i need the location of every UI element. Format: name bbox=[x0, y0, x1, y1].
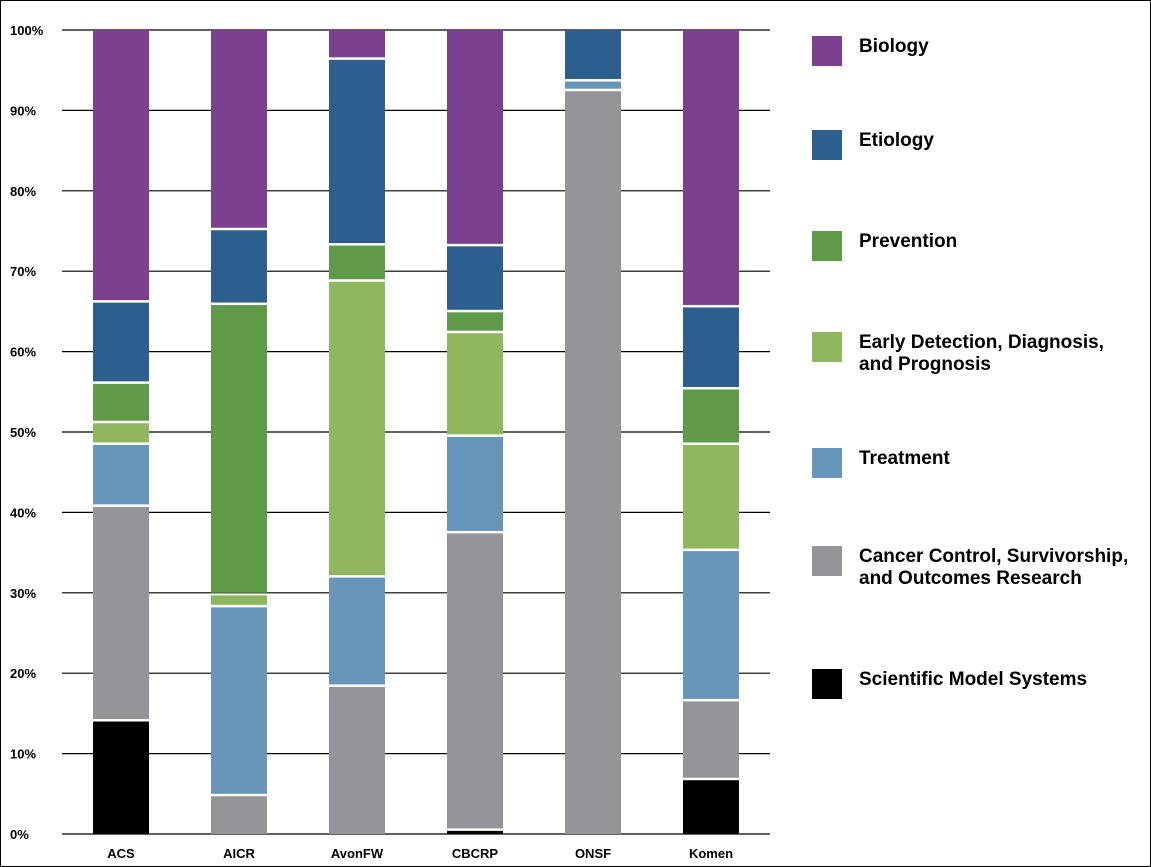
bar-stack-onsf bbox=[565, 30, 621, 834]
legend-item: Cancer Control, Survivorship, and Outcom… bbox=[812, 546, 1148, 590]
bar-segment bbox=[447, 246, 503, 310]
bar-segment bbox=[93, 383, 149, 421]
legend-item: Early Detection, Diagnosis, and Prognosi… bbox=[812, 332, 1148, 376]
bar-segment bbox=[683, 551, 739, 699]
gridlines bbox=[62, 29, 770, 835]
bar-segment bbox=[93, 30, 149, 301]
bar-segment bbox=[683, 780, 739, 834]
y-tick-label: 0% bbox=[10, 827, 29, 842]
bar-segment bbox=[447, 533, 503, 829]
bar-segment bbox=[211, 30, 267, 228]
legend-label: Scientific Model Systems bbox=[859, 669, 1088, 690]
bar-segment bbox=[683, 701, 739, 778]
bar-segment bbox=[683, 444, 739, 549]
legend-swatch bbox=[812, 546, 842, 576]
bar-segment bbox=[93, 721, 149, 834]
bar-segment bbox=[683, 307, 739, 387]
bar-stack-cbcrp bbox=[447, 30, 503, 834]
bar-segment bbox=[329, 281, 385, 576]
legend-item: Scientific Model Systems bbox=[812, 669, 1148, 699]
legend-label: Early Detection, Diagnosis, and Prognosi… bbox=[859, 332, 1104, 375]
bar-segment bbox=[211, 607, 267, 794]
y-tick-label: 80% bbox=[10, 184, 36, 199]
legend-item: Biology bbox=[812, 36, 1148, 66]
y-tick-label: 30% bbox=[10, 586, 36, 601]
y-axis-ticks: 0% 10% 20% 30% 40% 50% 60% 70% 80% 90% 100% bbox=[10, 23, 44, 842]
bar-segment bbox=[93, 506, 149, 720]
legend-swatch bbox=[812, 231, 842, 261]
bar-segment bbox=[211, 305, 267, 593]
y-tick-label: 100% bbox=[10, 23, 44, 38]
x-tick-label: AICR bbox=[223, 846, 255, 861]
bar-segment bbox=[565, 81, 621, 89]
bar-stacks bbox=[93, 30, 739, 834]
y-tick-label: 60% bbox=[10, 345, 36, 360]
legend-label: Cancer Control, Survivorship, and Outcom… bbox=[859, 546, 1129, 589]
x-tick-label: ONSF bbox=[575, 846, 611, 861]
bar-segment bbox=[683, 30, 739, 305]
chart-legend: Biology Etiology Prevention Early Detection… bbox=[812, 0, 1148, 720]
bar-segment bbox=[447, 30, 503, 244]
bar-segment bbox=[329, 245, 385, 280]
bar-segment bbox=[211, 796, 267, 834]
bar-segment bbox=[329, 30, 385, 58]
bar-segment bbox=[329, 577, 385, 685]
legend-label: Biology bbox=[859, 36, 929, 57]
x-tick-label: ACS bbox=[107, 846, 135, 861]
bar-stack-avonfw bbox=[329, 30, 385, 834]
bar-segment bbox=[329, 686, 385, 834]
bar-stack-komen bbox=[683, 30, 739, 834]
legend-label: Treatment bbox=[859, 448, 950, 469]
legend-swatch bbox=[812, 448, 842, 478]
y-tick-label: 90% bbox=[10, 103, 36, 118]
legend-swatch bbox=[812, 332, 842, 362]
bar-segment bbox=[447, 436, 503, 531]
legend-item: Etiology bbox=[812, 130, 1148, 160]
legend-item: Treatment bbox=[812, 448, 1148, 478]
legend-item: Prevention bbox=[812, 231, 1148, 261]
legend-swatch bbox=[812, 36, 842, 66]
legend-label: Etiology bbox=[859, 130, 934, 151]
bar-segment bbox=[683, 389, 739, 443]
x-tick-label: CBCRP bbox=[452, 846, 499, 861]
bar-stack-aicr bbox=[211, 30, 267, 834]
x-axis-ticks: ACS AICR AvonFW CBCRP ONSF Komen bbox=[107, 846, 733, 861]
legend-label: Prevention bbox=[859, 231, 958, 252]
bar-segment bbox=[447, 830, 503, 834]
stacked-bar-chart: 0% 10% 20% 30% 40% 50% 60% 70% 80% 90% 100% ACS AIC… bbox=[10, 23, 770, 861]
bar-segment bbox=[211, 230, 267, 303]
bar-segment bbox=[565, 30, 621, 80]
x-tick-label: Komen bbox=[689, 846, 733, 861]
legend-swatch bbox=[812, 130, 842, 160]
bar-segment bbox=[93, 444, 149, 505]
y-tick-label: 10% bbox=[10, 747, 36, 762]
y-tick-label: 40% bbox=[10, 505, 36, 520]
legend-swatch bbox=[812, 669, 842, 699]
x-tick-label: AvonFW bbox=[331, 846, 384, 861]
bar-segment bbox=[93, 423, 149, 443]
bar-segment bbox=[93, 302, 149, 382]
bar-segment bbox=[329, 59, 385, 244]
y-tick-label: 50% bbox=[10, 425, 36, 440]
bar-segment bbox=[447, 333, 503, 435]
bar-segment bbox=[211, 595, 267, 605]
y-tick-label: 70% bbox=[10, 264, 36, 279]
bar-segment bbox=[565, 91, 621, 834]
y-tick-label: 20% bbox=[10, 666, 36, 681]
bar-segment bbox=[447, 312, 503, 331]
bar-stack-acs bbox=[93, 30, 149, 834]
